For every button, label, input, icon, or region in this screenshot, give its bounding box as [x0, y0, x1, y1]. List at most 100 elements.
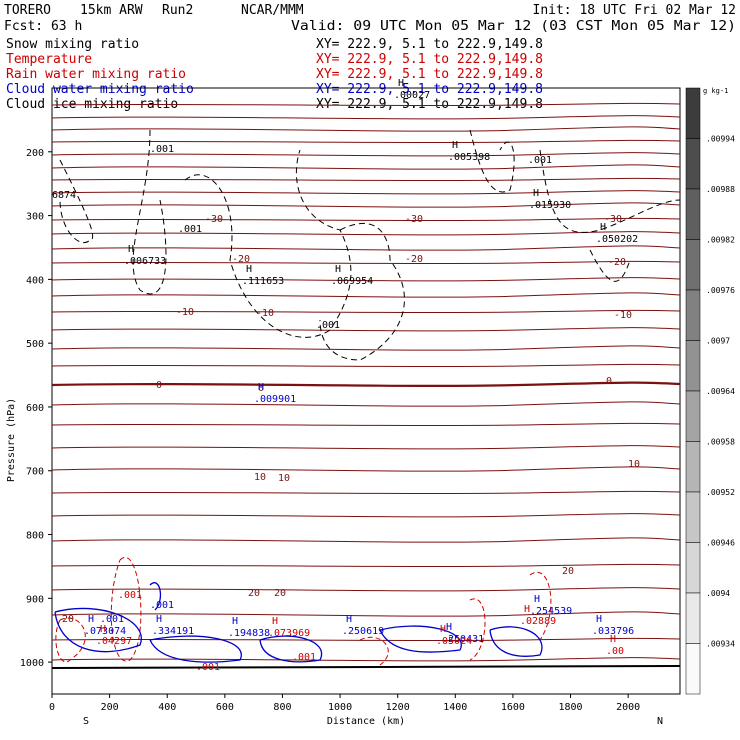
isotherm-label: 0 — [258, 383, 264, 394]
isotherm-line — [51, 587, 681, 592]
org-label: NCAR/MMM — [241, 3, 304, 18]
cloud-water-contour — [149, 582, 162, 611]
isotherm-label: -20 — [405, 254, 423, 265]
isotherm-line — [51, 217, 681, 222]
colorbar-tick-label: .00994 — [706, 135, 735, 144]
colorbar-tick-label: .00952 — [706, 488, 735, 497]
forecast-hour: Fcst: 63 h — [4, 19, 82, 34]
extremum-marker: H — [440, 624, 446, 635]
isotherm-line — [51, 637, 681, 642]
colorbar-tick-label: .00988 — [706, 185, 735, 194]
rain-contour — [469, 598, 486, 661]
plot-frame — [51, 87, 681, 695]
extremum-value: .009901 — [254, 394, 296, 405]
contour-value-label: .001 — [150, 600, 174, 611]
extremum-value: .050202 — [596, 234, 638, 245]
rain-contour — [110, 556, 142, 662]
extremum-marker: H — [610, 634, 616, 645]
extremum-value: .334191 — [152, 626, 194, 637]
x-axis: 0 200 400 600 800 1000 1200 1400 1600 1800 2000 — [49, 694, 640, 713]
isotherm-label: 20 — [562, 566, 574, 577]
colorbar-swatch — [685, 239, 701, 291]
isotherm-line — [51, 231, 681, 236]
extremum-marker: H — [246, 264, 252, 275]
isotherm-label: 0 — [606, 376, 612, 387]
extremum-marker: H — [446, 622, 452, 633]
colorbar-swatch — [685, 289, 701, 341]
isotherm-line — [51, 202, 681, 208]
y-tick-label: 200 — [26, 148, 44, 159]
x-tick-label: 1800 — [558, 702, 582, 713]
field-xy: XY= 222.9, 5.1 to 222.9,149.8 — [316, 97, 543, 112]
extremum-value: .015930 — [529, 200, 571, 211]
isotherm-label: 10 — [254, 472, 266, 483]
isotherm-line — [51, 139, 681, 144]
isotherm-line — [51, 537, 681, 543]
colorbar-swatch — [685, 188, 701, 240]
extremum-marker: H — [524, 604, 530, 615]
x-tick-label: 2000 — [616, 702, 640, 713]
extremum-marker: H — [272, 616, 278, 627]
isotherm-line — [51, 611, 681, 617]
isotherm-line — [51, 401, 681, 407]
isotherm-line — [51, 563, 681, 568]
x-tick-label: 0 — [49, 702, 55, 713]
colorbar-swatch — [685, 340, 701, 392]
extremum-marker: H — [258, 382, 264, 393]
extremum-marker: H — [452, 140, 458, 151]
x-tick-label: 400 — [158, 702, 176, 713]
colorbar-swatch — [685, 138, 701, 190]
field-name: Rain water mixing ratio — [6, 67, 186, 82]
isotherm-line — [51, 490, 681, 495]
colorbar-swatch — [685, 643, 701, 695]
isotherm-line — [51, 345, 681, 351]
ice-contour — [319, 223, 405, 361]
y-tick-label: 1000 — [20, 658, 44, 669]
cloud-water-contour — [489, 626, 543, 657]
extremum-value: .00027 — [394, 90, 430, 101]
field-legend: Snow mixing ratio XY= 222.9, 5.1 to 222.9… — [6, 37, 543, 112]
y-tick-label: 300 — [26, 212, 44, 223]
run-label: Run2 — [162, 3, 193, 18]
extremum-value: .00 — [606, 646, 624, 657]
colorbar-tick-label: .00976 — [706, 286, 735, 295]
isotherm-line — [51, 164, 681, 170]
y-tick-label: 900 — [26, 594, 44, 605]
extremum-marker: H — [600, 222, 606, 233]
y-tick-label: 500 — [26, 339, 44, 350]
south-label: S — [83, 716, 89, 727]
contour-value-label: .001 — [150, 144, 174, 155]
extremum-value: .05024 — [436, 636, 472, 647]
extremum-value: .250431 — [442, 634, 484, 645]
colorbar-swatch — [685, 592, 701, 644]
extremum-value: .02889 — [520, 616, 556, 627]
field-xy: XY= 222.9, 5.1 to 222.9,149.8 — [316, 67, 543, 82]
isotherm-label: 20 — [248, 588, 260, 599]
field-xy: XY= 222.9, 5.1 to 222.9,149.8 — [316, 52, 543, 67]
extremum-value: .006733 — [124, 256, 166, 267]
colorbar-tick-label: .00946 — [706, 539, 735, 548]
init-time: Init: 18 UTC Fri 02 Mar 12 — [533, 3, 737, 18]
extremum-value: .250619 — [342, 626, 384, 637]
y-axis-label: Pressure (hPa) — [6, 398, 17, 482]
field-name: Snow mixing ratio — [6, 37, 139, 52]
isotherm-line — [51, 260, 681, 265]
contour-value-label: .001 — [100, 614, 124, 625]
extremum-value: .069954 — [331, 276, 373, 287]
extremum-marker: H — [100, 624, 106, 635]
cloud-water-contour — [259, 635, 323, 663]
resolution-label: 15km ARW — [80, 3, 143, 18]
isotherm-line — [51, 102, 681, 107]
ice-contour — [539, 149, 681, 233]
isotherm-line — [51, 422, 681, 427]
isotherm-label: -10 — [614, 310, 632, 321]
isotherm-label: -10 — [176, 307, 194, 318]
x-tick-label: 1000 — [328, 702, 352, 713]
ice-contour — [184, 149, 352, 338]
isotherm-line — [51, 152, 681, 157]
contour-value-label: .001 — [178, 224, 202, 235]
ice-contour — [59, 159, 94, 243]
colorbar-swatch — [685, 491, 701, 543]
extremum-marker: H — [156, 614, 162, 625]
x-tick-label: 1400 — [443, 702, 467, 713]
